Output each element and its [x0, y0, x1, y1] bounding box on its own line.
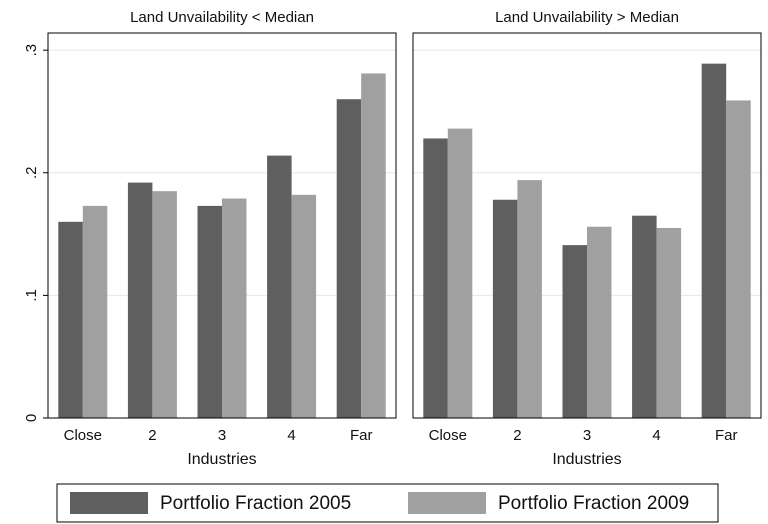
bar — [562, 245, 587, 418]
y-tick-label: .2 — [23, 167, 40, 180]
bar — [423, 138, 448, 418]
bar — [656, 227, 682, 418]
plot-border — [47, 32, 397, 419]
bar — [152, 191, 177, 418]
legend-swatch — [408, 492, 486, 514]
bar — [82, 205, 108, 418]
bar — [447, 128, 473, 418]
x-tick-label: 3 — [218, 427, 226, 444]
bar — [222, 198, 247, 418]
bar — [517, 180, 542, 418]
bar — [632, 215, 657, 418]
plot-border — [412, 32, 762, 419]
bar — [267, 155, 292, 419]
x-tick-label: 2 — [513, 427, 521, 444]
bar — [197, 205, 222, 418]
bar — [701, 63, 727, 419]
x-axis-label: Industries — [187, 451, 256, 468]
bar — [361, 73, 386, 418]
x-tick-label: 4 — [287, 427, 295, 444]
legend-swatch — [70, 492, 148, 514]
x-tick-label: Close — [64, 427, 102, 444]
x-tick-label: Close — [429, 427, 467, 444]
y-tick-label: .1 — [23, 289, 40, 302]
x-axis-label: Industries — [552, 451, 621, 468]
legend-label: Portfolio Fraction 2005 — [160, 493, 351, 514]
y-tick-label: 0 — [23, 414, 40, 422]
x-tick-label: 2 — [148, 427, 156, 444]
panel-title: Land Unvailability > Median — [495, 9, 679, 26]
bar — [127, 182, 153, 418]
bar — [291, 194, 317, 418]
x-tick-label: Far — [715, 427, 738, 444]
bar — [58, 221, 83, 418]
x-tick-label: 3 — [583, 427, 591, 444]
x-tick-label: Far — [350, 427, 373, 444]
legend-label: Portfolio Fraction 2009 — [498, 493, 689, 514]
bar — [726, 100, 751, 418]
bar — [336, 99, 362, 418]
y-tick-label: .3 — [23, 44, 40, 57]
panel-title: Land Unvailability < Median — [130, 9, 314, 26]
bar — [587, 226, 612, 418]
bar — [492, 199, 518, 418]
x-tick-label: 4 — [652, 427, 660, 444]
legend-box — [56, 483, 719, 523]
